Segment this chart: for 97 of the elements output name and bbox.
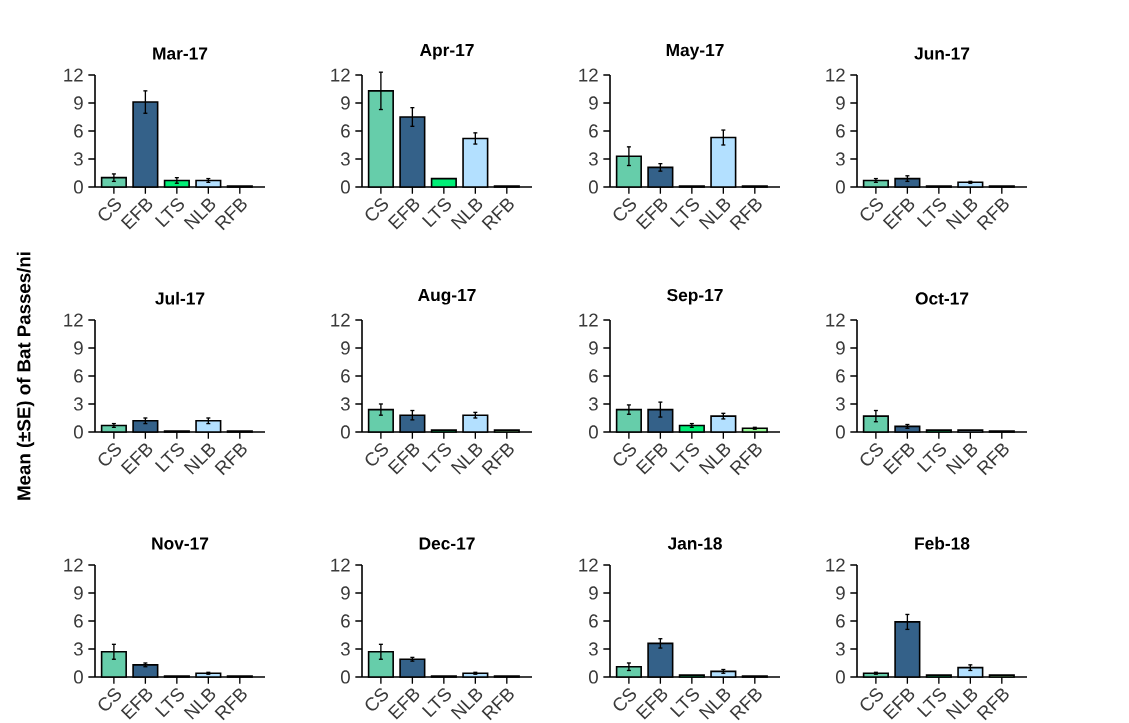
y-tick-label: 6 xyxy=(589,614,598,628)
y-tick-label: 0 xyxy=(340,180,350,194)
x-tick-label: CS xyxy=(613,688,637,711)
chart-title: Apr-17 xyxy=(419,43,474,60)
y-tick-label: 12 xyxy=(331,558,350,572)
chart-title: Aug-17 xyxy=(418,288,476,305)
x-tick-label: CS xyxy=(860,198,884,221)
y-tick-label: 12 xyxy=(331,68,350,82)
y-tick-label: 3 xyxy=(340,152,350,166)
x-tick-label: CS xyxy=(98,198,122,221)
x-tick-label: CS xyxy=(98,688,122,711)
chart-title: Feb-18 xyxy=(915,536,970,550)
chart-title: Jul-17 xyxy=(155,291,205,305)
y-tick-label: 9 xyxy=(589,341,598,355)
y-tick-label: 9 xyxy=(589,96,598,110)
y-tick-label: 9 xyxy=(836,586,845,600)
chart-title: Jan-18 xyxy=(667,537,722,550)
y-tick-label: 6 xyxy=(836,124,845,138)
y-tick-label: 12 xyxy=(331,313,350,327)
y-tick-label: 6 xyxy=(341,614,350,628)
y-tick-label: 6 xyxy=(74,614,83,628)
x-tick-label: CS xyxy=(365,443,389,466)
y-tick-label: 0 xyxy=(340,425,350,439)
y-tick-label: 6 xyxy=(74,124,83,138)
x-tick-label: LTS xyxy=(916,198,946,228)
x-tick-label: CS xyxy=(613,443,637,466)
x-tick-label: LTS xyxy=(421,198,451,228)
y-tick-label: 9 xyxy=(74,586,83,600)
x-tick-label: CS xyxy=(613,198,637,221)
chart-title: Nov-17 xyxy=(152,537,209,550)
y-tick-label: 12 xyxy=(64,313,83,327)
y-tick-label: 0 xyxy=(73,670,83,684)
y-tick-label: 3 xyxy=(835,152,845,166)
y-tick-label: 6 xyxy=(341,369,350,383)
x-tick-label: LTS xyxy=(421,688,451,718)
y-tick-label: 6 xyxy=(341,124,350,138)
x-tick-label: CS xyxy=(860,688,884,711)
x-tick-label: LTS xyxy=(916,688,946,718)
y-tick-label: 6 xyxy=(74,369,83,383)
y-tick-label: 0 xyxy=(73,180,83,194)
y-tick-label: 9 xyxy=(836,341,845,355)
y-tick-label: 0 xyxy=(835,180,845,194)
y-tick-label: 9 xyxy=(836,96,845,110)
y-tick-label: 0 xyxy=(588,425,598,439)
y-tick-label: 0 xyxy=(588,670,598,684)
x-tick-label: LTS xyxy=(669,198,699,228)
y-tick-label: 6 xyxy=(589,124,598,138)
chart-title: Mar-17 xyxy=(153,47,208,60)
chart-title: Jun-17 xyxy=(914,47,970,60)
y-tick-label: 9 xyxy=(341,341,350,355)
y-tick-label: 0 xyxy=(835,425,845,439)
y-tick-label: 3 xyxy=(340,397,350,411)
y-tick-label: 9 xyxy=(74,341,83,355)
y-tick-label: 9 xyxy=(341,96,350,110)
y-tick-label: 0 xyxy=(73,425,83,439)
y-tick-label: 3 xyxy=(588,397,598,411)
y-tick-label: 12 xyxy=(579,558,598,572)
y-tick-label: 6 xyxy=(836,369,845,383)
y-tick-label: 12 xyxy=(64,68,83,82)
y-tick-label: 0 xyxy=(835,670,845,684)
x-tick-label: CS xyxy=(365,198,389,221)
y-tick-label: 12 xyxy=(579,68,598,82)
x-tick-label: LTS xyxy=(669,688,699,718)
y-tick-label: 0 xyxy=(340,670,350,684)
y-tick-label: 6 xyxy=(589,369,598,383)
chart-title: Sep-17 xyxy=(667,288,723,305)
x-tick-label: LTS xyxy=(421,443,451,473)
y-tick-label: 9 xyxy=(589,586,598,600)
y-tick-label: 12 xyxy=(826,558,845,572)
y-tick-label: 3 xyxy=(588,152,598,166)
x-tick-label: LTS xyxy=(154,198,184,228)
y-tick-label: 3 xyxy=(835,642,845,656)
y-tick-label: 3 xyxy=(835,397,845,411)
chart-title: May-17 xyxy=(666,43,724,60)
x-tick-label: CS xyxy=(98,443,122,466)
y-tick-label: 12 xyxy=(64,558,83,572)
chart-title: Oct-17 xyxy=(915,292,969,305)
x-tick-label: CS xyxy=(365,688,389,711)
y-tick-label: 12 xyxy=(579,313,598,327)
x-tick-label: LTS xyxy=(669,443,699,473)
x-tick-label: LTS xyxy=(154,688,184,718)
y-tick-label: 9 xyxy=(341,586,350,600)
y-tick-label: 0 xyxy=(588,180,598,194)
y-tick-label: 3 xyxy=(340,642,350,656)
y-tick-label: 3 xyxy=(73,397,83,411)
y-tick-label: 9 xyxy=(74,96,83,110)
y-tick-label: 3 xyxy=(73,642,83,656)
chart-title: Dec-17 xyxy=(419,537,475,550)
y-tick-label: 6 xyxy=(836,614,845,628)
y-axis-title: Mean (±SE) of Bat Passes/ni xyxy=(16,252,35,500)
y-tick-label: 3 xyxy=(73,152,83,166)
y-tick-label: 3 xyxy=(588,642,598,656)
x-tick-label: LTS xyxy=(916,443,946,473)
y-tick-label: 12 xyxy=(826,68,845,82)
x-tick-label: LTS xyxy=(154,443,184,473)
x-tick-label: CS xyxy=(860,443,884,466)
y-tick-label: 12 xyxy=(826,313,845,327)
